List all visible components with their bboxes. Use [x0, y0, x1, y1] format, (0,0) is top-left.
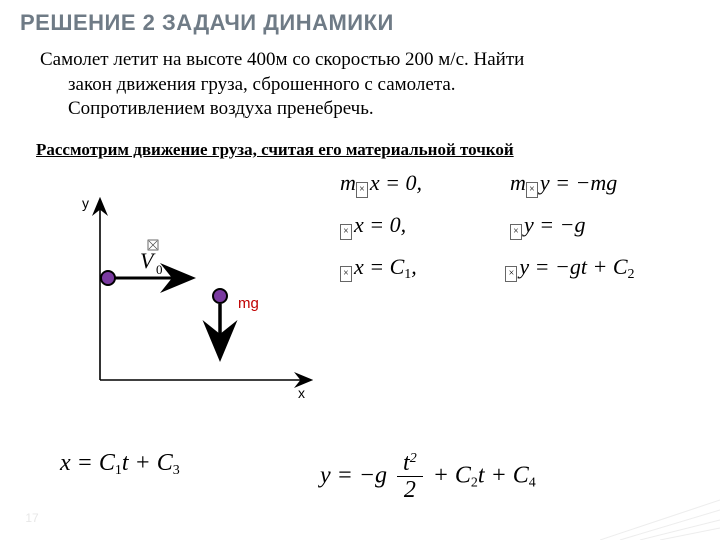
- diagram: y x V 0 mg: [60, 180, 320, 430]
- eq-2-left: ×x = 0,: [340, 212, 510, 240]
- eq3-left-post: = C: [364, 254, 405, 279]
- equations-block: m×x = 0, m×y = −mg ×x = 0, ×y = −g ×x = …: [340, 170, 700, 297]
- bx-mid: t + C: [122, 450, 173, 476]
- title-text: РЕШЕНИЕ 2 ЗАДАЧИ ДИНАМИКИ: [20, 10, 394, 35]
- page-title: РЕШЕНИЕ 2 ЗАДАЧИ ДИНАМИКИ: [20, 10, 394, 36]
- box-icon: ×: [526, 182, 538, 198]
- eq1-left-pre: m: [340, 170, 356, 195]
- eq1-right-var: y: [540, 170, 550, 195]
- y-axis-label: y: [82, 195, 89, 211]
- bottom-eq-x: x = C1t + C3: [60, 450, 320, 504]
- eq3-right-var: y: [519, 254, 529, 279]
- box-icon: ×: [356, 182, 368, 198]
- eq3-left-end: ,: [411, 254, 417, 279]
- bx-pre: x = C: [60, 450, 115, 476]
- eq1-right-pre: m: [510, 170, 526, 195]
- bottom-equations: x = C1t + C3 y = −g t22 + C2t + C4: [60, 450, 700, 504]
- by-mid2: t + C: [478, 462, 529, 488]
- v0-sub: 0: [156, 262, 163, 277]
- subheading: Рассмотрим движение груза, считая его ма…: [36, 140, 514, 160]
- box-icon: ×: [340, 266, 352, 282]
- bottom-eq-y: y = −g t22 + C2t + C4: [320, 450, 680, 504]
- fraction: t2 2: [397, 450, 423, 504]
- problem-line3: Сопротивлением воздуха пренебречь.: [40, 97, 680, 122]
- eq-1-right: m×y = −mg: [510, 170, 680, 198]
- frac-num: t: [403, 450, 410, 476]
- x-axis-label: x: [298, 385, 305, 401]
- problem-statement: Самолет летит на высоте 400м со скорость…: [40, 48, 680, 122]
- eq-3-left: ×x = C1,: [340, 254, 505, 283]
- eq2-left-post: = 0,: [364, 212, 406, 237]
- box-icon: ×: [505, 266, 517, 282]
- eq1-left-var: x: [370, 170, 380, 195]
- eq1-left-post: = 0,: [380, 170, 422, 195]
- bx-sub2: 3: [173, 463, 180, 478]
- eq3-left-var: x: [354, 254, 364, 279]
- box-icon: ×: [510, 224, 522, 240]
- eq-3-right: ×y = −gt + C2: [505, 254, 700, 283]
- eq2-right-var: y: [524, 212, 534, 237]
- eq-row-3: ×x = C1, ×y = −gt + C2: [340, 254, 700, 283]
- v0-dot: [101, 271, 115, 285]
- page-number: 17: [20, 506, 44, 530]
- eq3-right-post: = −gt + C: [529, 254, 627, 279]
- by-pre: y = −g: [320, 462, 393, 488]
- mg-dot: [213, 289, 227, 303]
- eq2-left-var: x: [354, 212, 364, 237]
- eq2-right-post: = −g: [534, 212, 586, 237]
- eq-row-2: ×x = 0, ×y = −g: [340, 212, 700, 240]
- eq-2-right: ×y = −g: [510, 212, 680, 240]
- frac-sup: 2: [410, 451, 417, 466]
- eq3-right-sub: 2: [628, 267, 635, 282]
- eq1-right-post: = −mg: [550, 170, 618, 195]
- problem-line2: закон движения груза, сброшенного с само…: [40, 73, 680, 98]
- problem-line1: Самолет летит на высоте 400м со скорость…: [40, 49, 524, 70]
- bx-sub1: 1: [115, 463, 122, 478]
- by-sub2: 4: [529, 475, 536, 490]
- frac-den: 2: [397, 477, 423, 503]
- by-sub1: 2: [471, 475, 478, 490]
- diagram-svg: y x V 0 mg: [60, 180, 320, 430]
- eq-row-1: m×x = 0, m×y = −mg: [340, 170, 700, 198]
- by-mid: + C: [427, 462, 471, 488]
- mg-label: mg: [238, 295, 259, 312]
- eq-1-left: m×x = 0,: [340, 170, 510, 198]
- v0-label: V: [140, 248, 156, 273]
- box-icon: ×: [340, 224, 352, 240]
